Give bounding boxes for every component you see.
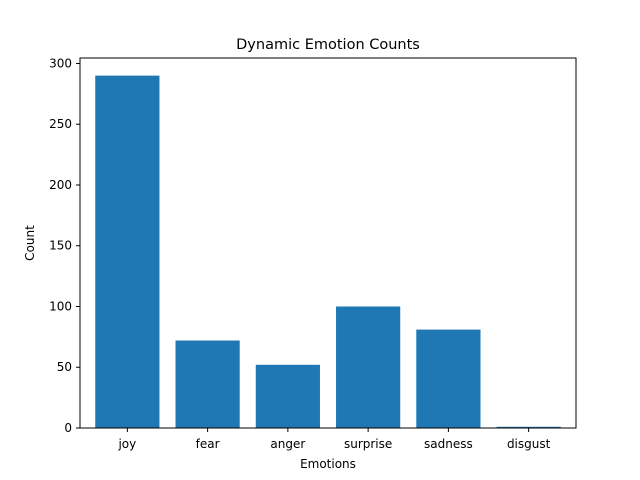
x-tick-label-joy: joy <box>117 437 136 451</box>
y-tick-label-300: 300 <box>49 56 72 70</box>
y-axis-label: Count <box>23 225 37 261</box>
chart-title: Dynamic Emotion Counts <box>236 37 420 53</box>
bar-anger <box>255 364 320 428</box>
y-tick-label-200: 200 <box>49 178 72 192</box>
y-tick-label-50: 50 <box>57 360 72 374</box>
y-tick-label-0: 0 <box>64 421 72 435</box>
bar-sadness <box>416 329 481 428</box>
x-tick-label-fear: fear <box>196 437 220 451</box>
y-tick-label-100: 100 <box>49 299 72 313</box>
y-tick-label-250: 250 <box>49 117 72 131</box>
x-axis-ticks: joy fear anger surprise sadness disgust <box>117 428 551 451</box>
y-axis-ticks: 0 50 100 150 200 250 300 <box>49 56 80 435</box>
x-axis-label: Emotions <box>300 457 356 471</box>
x-tick-label-anger: anger <box>270 437 305 451</box>
bar-fear <box>175 340 240 428</box>
x-tick-label-disgust: disgust <box>507 437 551 451</box>
y-tick-label-150: 150 <box>49 239 72 253</box>
bars-group <box>95 75 561 428</box>
plot-frame <box>79 57 577 429</box>
bar-surprise <box>336 306 401 428</box>
x-tick-label-sadness: sadness <box>424 437 473 451</box>
x-tick-label-surprise: surprise <box>344 437 392 451</box>
bar-disgust <box>496 426 561 428</box>
bar-joy <box>95 75 160 428</box>
